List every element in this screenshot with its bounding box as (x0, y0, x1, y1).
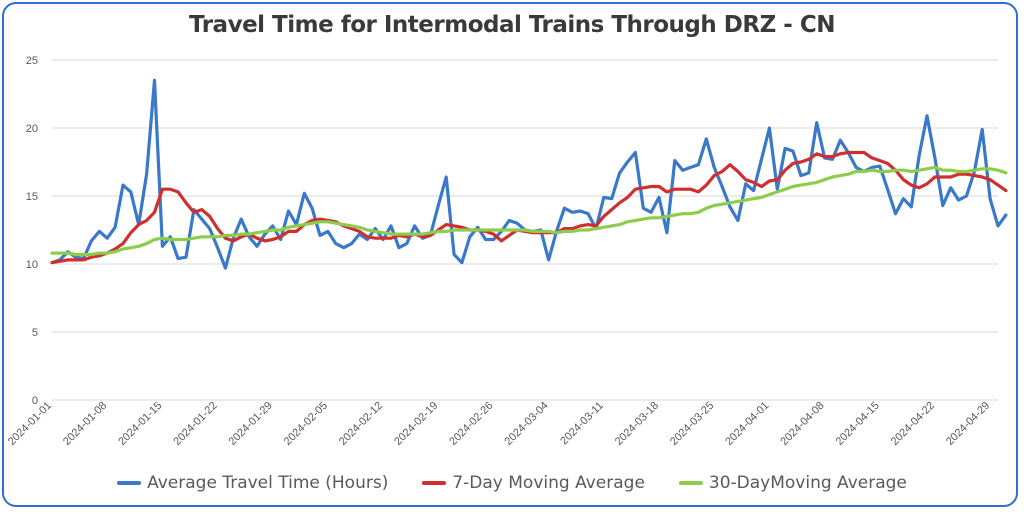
x-tick-label: 2024-04-22 (889, 400, 937, 448)
grid-lines (52, 59, 998, 401)
legend-item-30-day-moving-average: 30-DayMoving Average (678, 473, 907, 493)
y-tick-label: 0 (32, 395, 38, 407)
x-tick-label: 2024-02-26 (447, 400, 495, 448)
x-tick-labels: 2024-01-01 2024-01-08 2024-01-15 2024-01-22… (6, 400, 992, 448)
x-tick-label: 2024-01-08 (61, 400, 109, 448)
series-line-30-day-moving-average (50, 165, 1008, 257)
legend: Average Travel Time (Hours) 7-Day Moving… (0, 473, 1024, 493)
series-lines (50, 78, 1008, 270)
y-tick-label: 20 (26, 123, 38, 135)
x-tick-label: 2024-03-18 (613, 400, 661, 448)
y-tick-labels: 0 5 10 15 20 25 (26, 55, 38, 407)
x-tick-label: 2024-01-01 (6, 400, 54, 448)
x-tick-label: 2024-03-25 (668, 400, 716, 448)
x-tick-label: 2024-04-29 (944, 400, 992, 448)
legend-label: 7-Day Moving Average (452, 473, 645, 493)
legend-swatch (422, 481, 447, 485)
legend-label: 30-DayMoving Average (708, 473, 907, 493)
x-tick-label: 2024-02-12 (337, 400, 385, 448)
legend-item-average-travel-time: Average Travel Time (Hours) (117, 473, 388, 493)
x-tick-label: 2024-04-08 (778, 400, 826, 448)
series-line-7-day-moving-average (50, 150, 1008, 265)
y-tick-label: 25 (26, 55, 38, 67)
y-tick-label: 15 (26, 191, 38, 203)
x-tick-label: 2024-02-05 (282, 400, 330, 448)
series-line-average-travel-time (50, 78, 1008, 270)
legend-label: Average Travel Time (Hours) (147, 473, 389, 493)
x-tick-label: 2024-03-04 (502, 400, 550, 448)
y-tick-label: 10 (26, 259, 38, 271)
x-tick-label: 2024-01-29 (227, 400, 275, 448)
legend-swatch (117, 481, 142, 485)
chart-frame (2, 2, 1018, 507)
x-tick-label: 2024-02-19 (392, 400, 440, 448)
chart-title: Travel Time for Intermodal Trains Throug… (189, 12, 835, 38)
x-tick-label: 2024-04-01 (723, 400, 771, 448)
x-tick-label: 2024-04-15 (834, 400, 882, 448)
legend-swatch (678, 481, 703, 485)
x-tick-label: 2024-03-11 (558, 400, 606, 448)
legend-item-7-day-moving-average: 7-Day Moving Average (422, 473, 645, 493)
x-tick-label: 2024-01-15 (116, 400, 164, 448)
x-tick-label: 2024-01-22 (171, 400, 219, 448)
y-tick-label: 5 (32, 327, 38, 339)
